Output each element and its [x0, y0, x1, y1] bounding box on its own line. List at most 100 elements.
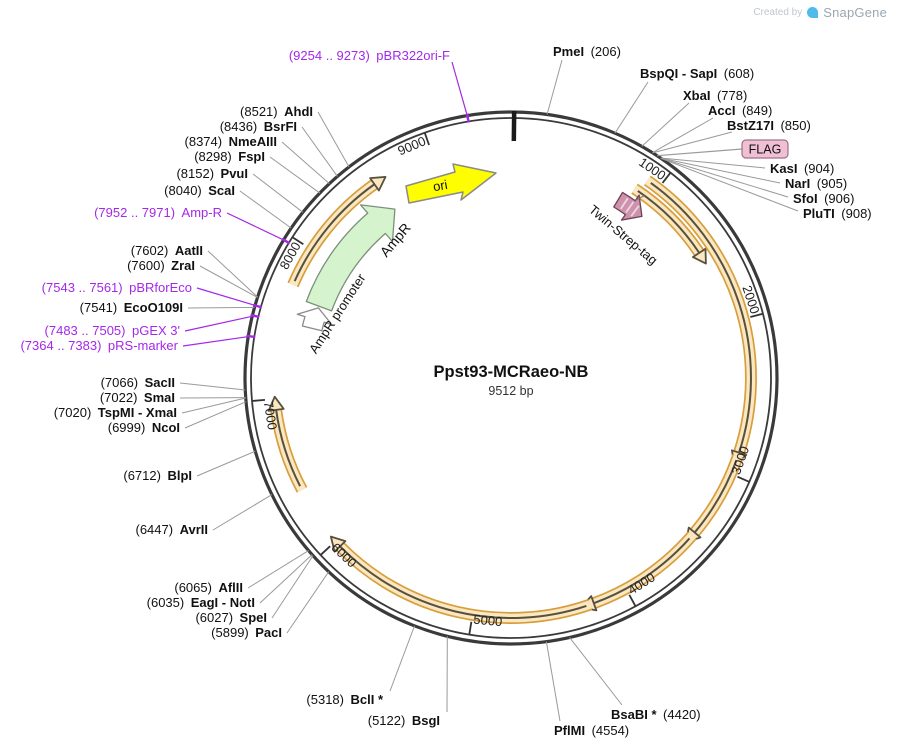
site-line-NarI: [660, 157, 781, 184]
flag-connector-line: [657, 148, 743, 157]
primer-label-AmpR: (7952 .. 7971) Amp-R: [94, 205, 222, 220]
site-line-SfoI: [660, 157, 789, 198]
tick-6000: [320, 545, 331, 556]
site-line-FspI: [269, 156, 321, 194]
plasmid-ring-outer: [243, 110, 779, 646]
tick-8000: [292, 236, 304, 246]
tick-2000: [750, 313, 763, 318]
site-line-PvuI: [252, 173, 304, 213]
site-label-NarI: NarI (905): [785, 176, 847, 191]
site-label-PluTI: PluTI (908): [803, 206, 872, 221]
site-line-XbaI: [641, 102, 690, 147]
site-label-BlpI: (6712) BlpI: [123, 468, 192, 483]
site-label-SacII: (7066) SacII: [101, 375, 175, 390]
site-label-PmeI: PmeI (206): [553, 44, 621, 59]
watermark-prefix: Created by: [753, 7, 803, 18]
primer-line-AmpR: [226, 212, 286, 242]
plasmid-ring-inner: [250, 117, 772, 639]
tick-5000: [468, 621, 473, 635]
tick-label-5000: 5000: [473, 612, 503, 630]
site-label-ZraI: (7600) ZraI: [127, 258, 195, 273]
site-label-AatII: (7602) AatII: [131, 243, 203, 258]
gold-cds-arrowhead-6: [369, 176, 387, 192]
site-label-KasI: KasI (904): [770, 161, 834, 176]
primer-line-pGEX3: [184, 315, 255, 332]
primer-label-pGEX3: (7483 .. 7505) pGEX 3': [45, 323, 180, 338]
plasmid-size: 9512 bp: [488, 384, 533, 398]
site-line-ScaI: [239, 190, 292, 229]
gold-cds-arrowhead-0: [692, 247, 707, 265]
tick-label-7000: 7000: [261, 400, 280, 431]
primer-label-pBRforEco: (7543 .. 7561) pBRforEco: [42, 280, 192, 295]
site-label-PflMI: PflMI (4554): [554, 723, 629, 738]
primer-line-pBR322oriF: [451, 61, 469, 118]
site-label-PvuI: (8152) PvuI: [176, 166, 248, 181]
site-label-SmaI: (7022) SmaI: [100, 390, 175, 405]
tick-9000: [424, 132, 430, 146]
feature-ampr-arrow: [305, 204, 396, 312]
site-line-PflMI: [545, 641, 561, 722]
site-label-BspQISapI: BspQI - SapI (608): [640, 66, 754, 81]
site-line-AflII: [247, 550, 309, 589]
feature-flag-label: FLAG: [749, 143, 782, 157]
site-label-AvrII: (6447) AvrII: [136, 522, 209, 537]
site-line-EcoO109I: [187, 306, 255, 309]
site-line-KasI: [660, 157, 766, 169]
gold-cds-arc-1: [643, 175, 757, 455]
site-label-SpeI: (6027) SpeI: [195, 610, 267, 625]
site-label-BsgI: (5122) BsgI: [368, 713, 440, 728]
watermark: Created by SnapGene: [753, 5, 887, 20]
tick-label-3000: 3000: [728, 444, 752, 476]
site-line-PacI: [286, 571, 330, 634]
site-line-NmeAIII: [281, 141, 330, 185]
site-label-NmeAIII: (8374) NmeAIII: [185, 134, 277, 149]
tick-3000: [737, 475, 750, 483]
feature-flag-box: [741, 139, 789, 159]
watermark-brand: SnapGene: [823, 5, 887, 20]
site-label-ScaI: (8040) ScaI: [164, 183, 235, 198]
site-line-SpeI: [271, 555, 314, 619]
site-line-ZraI: [199, 265, 258, 298]
site-label-AccI: AccI (849): [708, 103, 772, 118]
primer-label-pBR322oriF: (9254 .. 9273) pBR322ori-F: [289, 48, 450, 63]
tick-4000: [628, 594, 637, 607]
snapgene-logo-icon: [807, 7, 819, 18]
gold-cds-arrowhead-4: [330, 535, 347, 553]
site-line-BspQISapI: [614, 81, 649, 134]
site-line-PmeI: [546, 59, 563, 115]
site-label-BsaBI: BsaBI * (4420): [611, 707, 701, 722]
plasmid-title: Ppst93-MCRaeo-NB: [434, 363, 589, 381]
site-label-SfoI: SfoI (906): [793, 191, 854, 206]
tick-7000: [252, 398, 266, 402]
feature-ampr-promoter-arrow: [296, 307, 333, 332]
primer-line-pRSmarker: [182, 335, 251, 347]
site-line-AccI: [652, 117, 714, 154]
site-line-BsaBI: [569, 637, 623, 706]
site-label-AflII: (6065) AflII: [174, 580, 243, 595]
site-line-TspMIXmaI: [181, 397, 246, 414]
site-line-BlpI: [196, 450, 256, 477]
primer-line-pBRforEco: [196, 287, 258, 307]
site-line-BclI: [389, 625, 415, 692]
site-line-AvrII: [212, 494, 273, 531]
site-line-AhdI: [317, 111, 350, 168]
site-line-SacII: [179, 382, 246, 391]
site-label-AhdI: (8521) AhdI: [240, 104, 313, 119]
tick-1000: [661, 172, 671, 184]
site-label-EagINotI: (6035) EagI - NotI: [147, 595, 255, 610]
site-line-AatII: [207, 250, 258, 298]
site-line-PluTI: [660, 157, 799, 212]
gold-cds-arrowhead-5: [267, 395, 285, 412]
site-label-BsrFI: (8436) BsrFI: [220, 119, 297, 134]
site-label-BstZ17I: BstZ17I (850): [727, 118, 811, 133]
feature-ori-label: ori: [432, 177, 449, 194]
site-line-NcoI: [184, 401, 247, 429]
site-label-NcoI: (6999) NcoI: [108, 420, 180, 435]
primer-label-pRSmarker: (7364 .. 7383) pRS-marker: [20, 338, 178, 353]
site-label-XbaI: XbaI (778): [683, 88, 747, 103]
site-line-EagINotI: [259, 554, 313, 604]
site-label-PacI: (5899) PacI: [211, 625, 282, 640]
site-line-BstZ17I: [652, 131, 733, 154]
